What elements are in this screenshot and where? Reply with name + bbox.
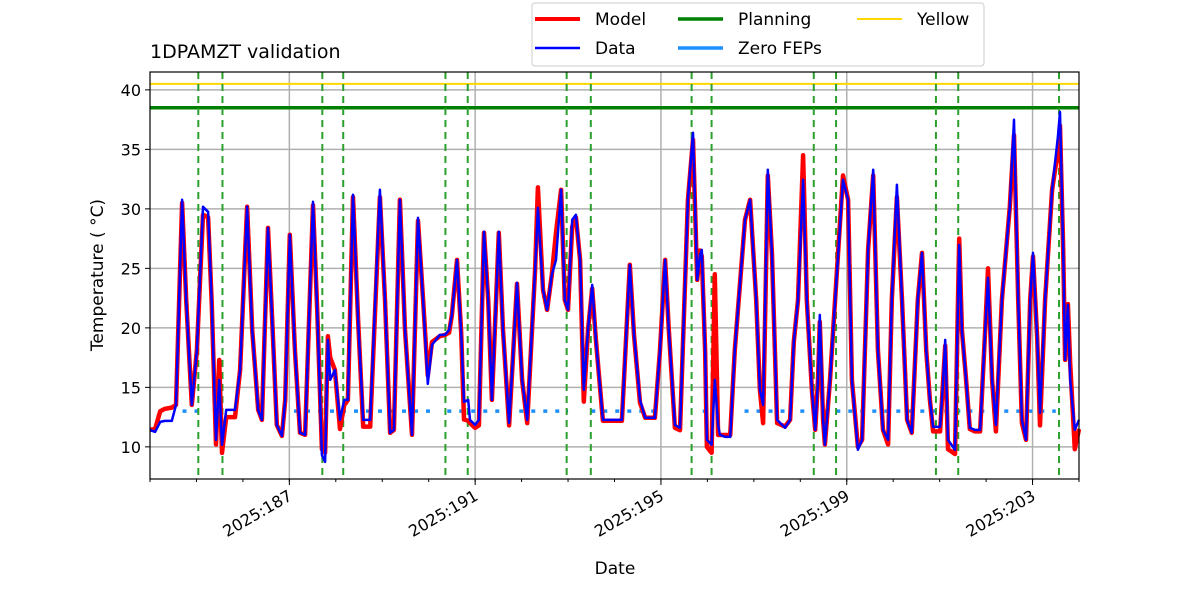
chart-title: 1DPAMZT validation [150,41,341,63]
series-lines [149,110,1082,464]
y-tick-label: 10 [121,438,141,457]
y-tick-label: 20 [121,319,141,338]
y-tick-label: 35 [121,140,141,159]
grid [150,72,1079,479]
legend-label-model: Model [595,10,646,30]
legend-label-planning: Planning [738,10,811,30]
legend: Model Data Planning Zero FEPs Yellow [531,2,985,67]
data-series-line [149,110,1081,464]
legend-label-data: Data [595,39,636,59]
y-axis-label: Temperature ( °C) [88,199,108,352]
y-tick-label: 25 [121,259,141,278]
legend-label-yellow: Yellow [916,10,969,30]
legend-label-zero-feps: Zero FEPs [738,39,822,59]
y-tick-label: 40 [121,81,141,100]
x-axis-label: Date [595,559,636,579]
y-tick-label: 15 [121,378,141,397]
y-tick-label: 30 [121,200,141,219]
limit-lines [150,82,1079,110]
